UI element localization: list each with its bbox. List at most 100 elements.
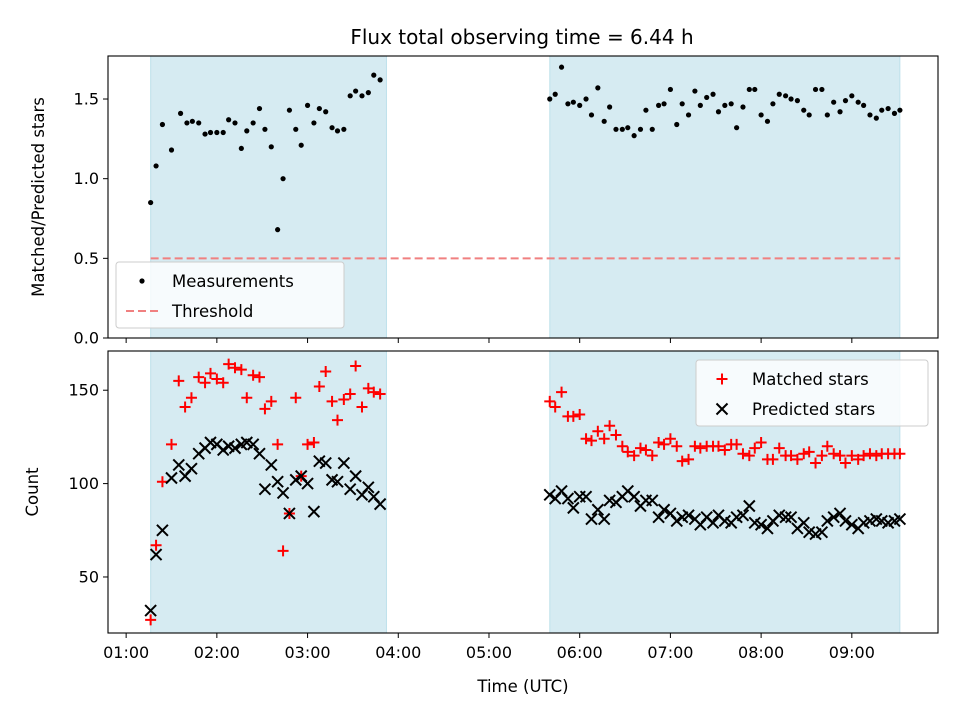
data-point (794, 98, 800, 104)
data-point (148, 199, 154, 206)
data-point (307, 505, 321, 518)
data-point (337, 456, 351, 470)
data-point (585, 435, 597, 447)
data-point (241, 392, 253, 404)
data-point (223, 358, 235, 370)
data-point (323, 109, 329, 115)
legend-box (695, 359, 929, 427)
data-point (580, 433, 592, 445)
y-tick-label: 150 (68, 381, 99, 400)
x-tick-label: 01:00 (103, 643, 149, 662)
data-point (891, 110, 898, 116)
data-point (196, 120, 202, 126)
data-point (734, 125, 740, 131)
data-point (785, 450, 797, 462)
axes-frame (107, 55, 939, 339)
data-point (812, 86, 819, 93)
data-point (365, 90, 371, 96)
data-point (259, 403, 271, 415)
data-point (683, 453, 695, 465)
data-point (625, 125, 631, 131)
data-point (873, 115, 879, 121)
data-point (728, 101, 734, 107)
data-point (184, 120, 190, 126)
data-point (631, 133, 637, 139)
data-point (229, 362, 241, 374)
data-point (692, 88, 698, 94)
y-tick-label: 100 (68, 474, 99, 493)
data-point (150, 539, 162, 551)
legend-label: Measurements (172, 272, 294, 291)
data-point (320, 366, 332, 378)
data-point (165, 471, 178, 485)
data-point (331, 414, 343, 426)
data-point (837, 109, 843, 115)
data-point (350, 360, 362, 372)
data-point (316, 105, 322, 112)
x-axis-label: Time (UTC) (476, 677, 568, 696)
data-point (244, 128, 250, 134)
data-point (722, 102, 728, 108)
data-point (238, 145, 244, 152)
data-point (731, 438, 743, 450)
data-point (377, 77, 383, 83)
y-tick-label: 0.5 (74, 249, 99, 268)
series-matched-stars (145, 358, 906, 626)
data-point (610, 429, 622, 441)
data-point (858, 450, 870, 462)
data-point (598, 433, 610, 445)
data-point (302, 438, 314, 450)
data-point (588, 112, 595, 118)
legend-label: Matched stars (752, 370, 869, 389)
legend: Matched stars Predicted stars (695, 359, 929, 427)
data-point (601, 118, 607, 124)
data-point (544, 395, 556, 407)
legend-marker-dot (139, 278, 145, 284)
data-point (349, 469, 362, 483)
y-axis-label: Count (23, 467, 42, 517)
shaded-span-2 (549, 55, 901, 339)
data-point (679, 101, 685, 107)
data-point (607, 104, 613, 110)
data-point (271, 475, 284, 488)
y-tick-label: 1.0 (74, 169, 99, 188)
data-point (761, 522, 774, 535)
data-point (810, 457, 822, 469)
data-point (803, 446, 815, 458)
data-point (199, 377, 211, 389)
data-point (839, 514, 852, 528)
data-point (570, 99, 576, 105)
data-point (172, 458, 185, 472)
data-point (558, 64, 565, 70)
chart-title: Flux total observing time = 6.44 h (350, 25, 693, 49)
data-point (168, 147, 175, 153)
data-point (798, 448, 810, 460)
data-point (628, 450, 640, 462)
data-point (646, 494, 659, 507)
data-point (250, 120, 256, 126)
data-point (547, 96, 553, 102)
data-point (828, 448, 840, 460)
data-point (343, 482, 357, 496)
data-point (597, 512, 611, 526)
x-tick-label: 08:00 (738, 643, 784, 662)
data-point (216, 443, 230, 457)
data-point (715, 109, 722, 115)
data-point (743, 450, 755, 462)
data-point (202, 131, 208, 137)
data-point (304, 102, 311, 108)
data-point (308, 437, 320, 449)
data-point (276, 486, 290, 500)
data-point (289, 473, 302, 487)
data-point (816, 450, 828, 462)
data-point (867, 112, 873, 118)
data-point (773, 442, 785, 454)
data-point (173, 375, 185, 387)
data-point (791, 453, 803, 465)
data-point (821, 440, 833, 452)
data-point (246, 438, 260, 451)
data-point (331, 475, 344, 488)
data-point (567, 501, 580, 515)
bottom-panel-counts: 50 100 150 01:00 02:00 03:00 04:00 05:00 06:00 07… (23, 350, 939, 696)
